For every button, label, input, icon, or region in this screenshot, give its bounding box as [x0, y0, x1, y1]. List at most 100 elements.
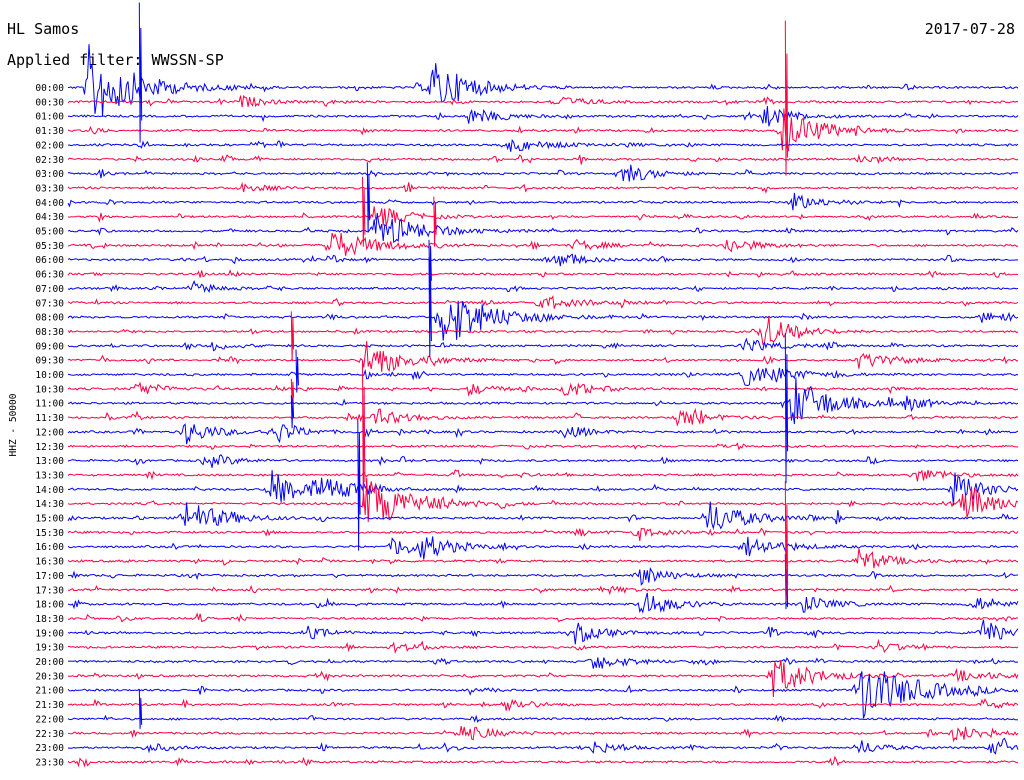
tick-label: 02:30: [35, 155, 64, 166]
trace-line: [67, 501, 1019, 531]
tick-label: 10:30: [35, 384, 64, 395]
tick-label: 03:30: [35, 183, 64, 194]
trace-line: [67, 407, 1019, 427]
trace-line: [67, 619, 1019, 645]
tick-label: 20:30: [35, 671, 64, 682]
tick-label: 09:30: [35, 356, 64, 367]
tick-label: 05:00: [35, 227, 64, 238]
tick-label: 14:00: [35, 485, 64, 496]
trace-line: [68, 612, 1019, 623]
tick-label: 08:00: [35, 313, 64, 324]
tick-label: 04:30: [35, 212, 64, 223]
trace-line: [67, 423, 1019, 445]
spike-mark: [433, 196, 437, 247]
tick-label: 19:30: [35, 643, 64, 654]
trace-line: [67, 726, 1019, 743]
tick-label: 18:00: [35, 600, 64, 611]
trace-line: [67, 269, 1019, 278]
trace-line: [67, 442, 1019, 451]
tick-label: 10:00: [35, 370, 64, 381]
trace-line: [67, 300, 1019, 341]
trace-line: [67, 755, 1019, 768]
spike-mark: [295, 349, 299, 393]
spike-mark: [784, 333, 789, 484]
trace-group: [67, 2, 1019, 768]
trace-line: [67, 212, 1019, 243]
tick-label: 15:30: [35, 528, 64, 539]
spike-mark: [138, 2, 143, 143]
tick-label: 13:30: [35, 470, 64, 481]
trace-line: [67, 280, 1019, 293]
tick-label: 16:30: [35, 557, 64, 568]
tick-label: 11:00: [35, 399, 64, 410]
tick-label: 01:30: [35, 126, 64, 137]
tick-label: 07:30: [35, 298, 64, 309]
tick-label: 21:00: [35, 686, 64, 697]
tick-label: 12:30: [35, 442, 64, 453]
tick-label: 17:30: [35, 585, 64, 596]
tick-label: 11:30: [35, 413, 64, 424]
tick-label: 18:30: [35, 614, 64, 625]
trace-line: [67, 106, 1019, 127]
tick-label: 02:00: [35, 140, 64, 151]
spike-mark: [357, 420, 361, 551]
tick-label: 14:30: [35, 499, 64, 510]
trace-line: [67, 737, 1019, 755]
trace-line: [67, 527, 1019, 541]
tick-label: 09:00: [35, 341, 64, 352]
trace-line: [67, 139, 1019, 152]
y-axis-label: HHZ - 50000: [8, 393, 19, 456]
trace-line: [67, 337, 1019, 352]
tick-label: 22:30: [35, 729, 64, 740]
tick-label: 06:00: [35, 255, 64, 266]
filter-label: Applied filter: WWSSN-SP: [7, 51, 224, 69]
spike-mark: [366, 162, 371, 233]
trace-line: [67, 295, 1019, 309]
trace-line: [67, 698, 1019, 712]
trace-line: [67, 660, 1019, 698]
tick-label: 16:00: [35, 542, 64, 553]
tick-label: 08:30: [35, 327, 64, 338]
tick-label: 22:00: [35, 714, 64, 725]
trace-line: [67, 181, 1019, 194]
trace-line: [67, 377, 1019, 425]
trace-line: [67, 316, 1019, 346]
trace-line: [67, 714, 1019, 723]
tick-label: 01:00: [35, 112, 64, 123]
trace-line: [67, 470, 1019, 506]
trace-line: [67, 381, 1019, 397]
tick-label: 23:30: [35, 757, 64, 768]
trace-line: [67, 671, 1019, 719]
spike-mark: [290, 378, 295, 404]
tick-label: 19:00: [35, 628, 64, 639]
tick-label: 00:30: [35, 97, 64, 108]
spike-mark: [290, 395, 295, 429]
spike-mark: [428, 257, 432, 358]
spike-mark: [362, 361, 366, 507]
trace-line: [67, 341, 1019, 372]
trace-line: [68, 638, 1019, 654]
tick-label: 04:00: [35, 198, 64, 209]
trace-line: [67, 477, 1019, 523]
trace-line: [67, 454, 1019, 468]
trace-line: [67, 232, 1019, 256]
trace-line: [67, 469, 1019, 482]
trace-line: [67, 536, 1019, 560]
spike-mark: [290, 311, 295, 362]
trace-line: [67, 548, 1019, 569]
tick-label: 23:00: [35, 743, 64, 754]
tick-labels: 00:00 00:30 01:00 01:30 02:00 02:30 03:00 03:30…: [35, 83, 64, 768]
trace-line: [67, 566, 1019, 586]
tick-label: 17:00: [35, 571, 64, 582]
trace-line: [67, 584, 1019, 596]
tick-label: 21:30: [35, 700, 64, 711]
station-title: HL Samos: [7, 20, 80, 38]
trace-line: [67, 367, 1019, 387]
trace-line: [67, 95, 1019, 108]
spike-mark: [784, 480, 789, 602]
tick-label: 15:00: [35, 514, 64, 525]
trace-line: [67, 192, 1019, 211]
trace-line: [67, 108, 1019, 152]
trace-line: [67, 253, 1019, 267]
